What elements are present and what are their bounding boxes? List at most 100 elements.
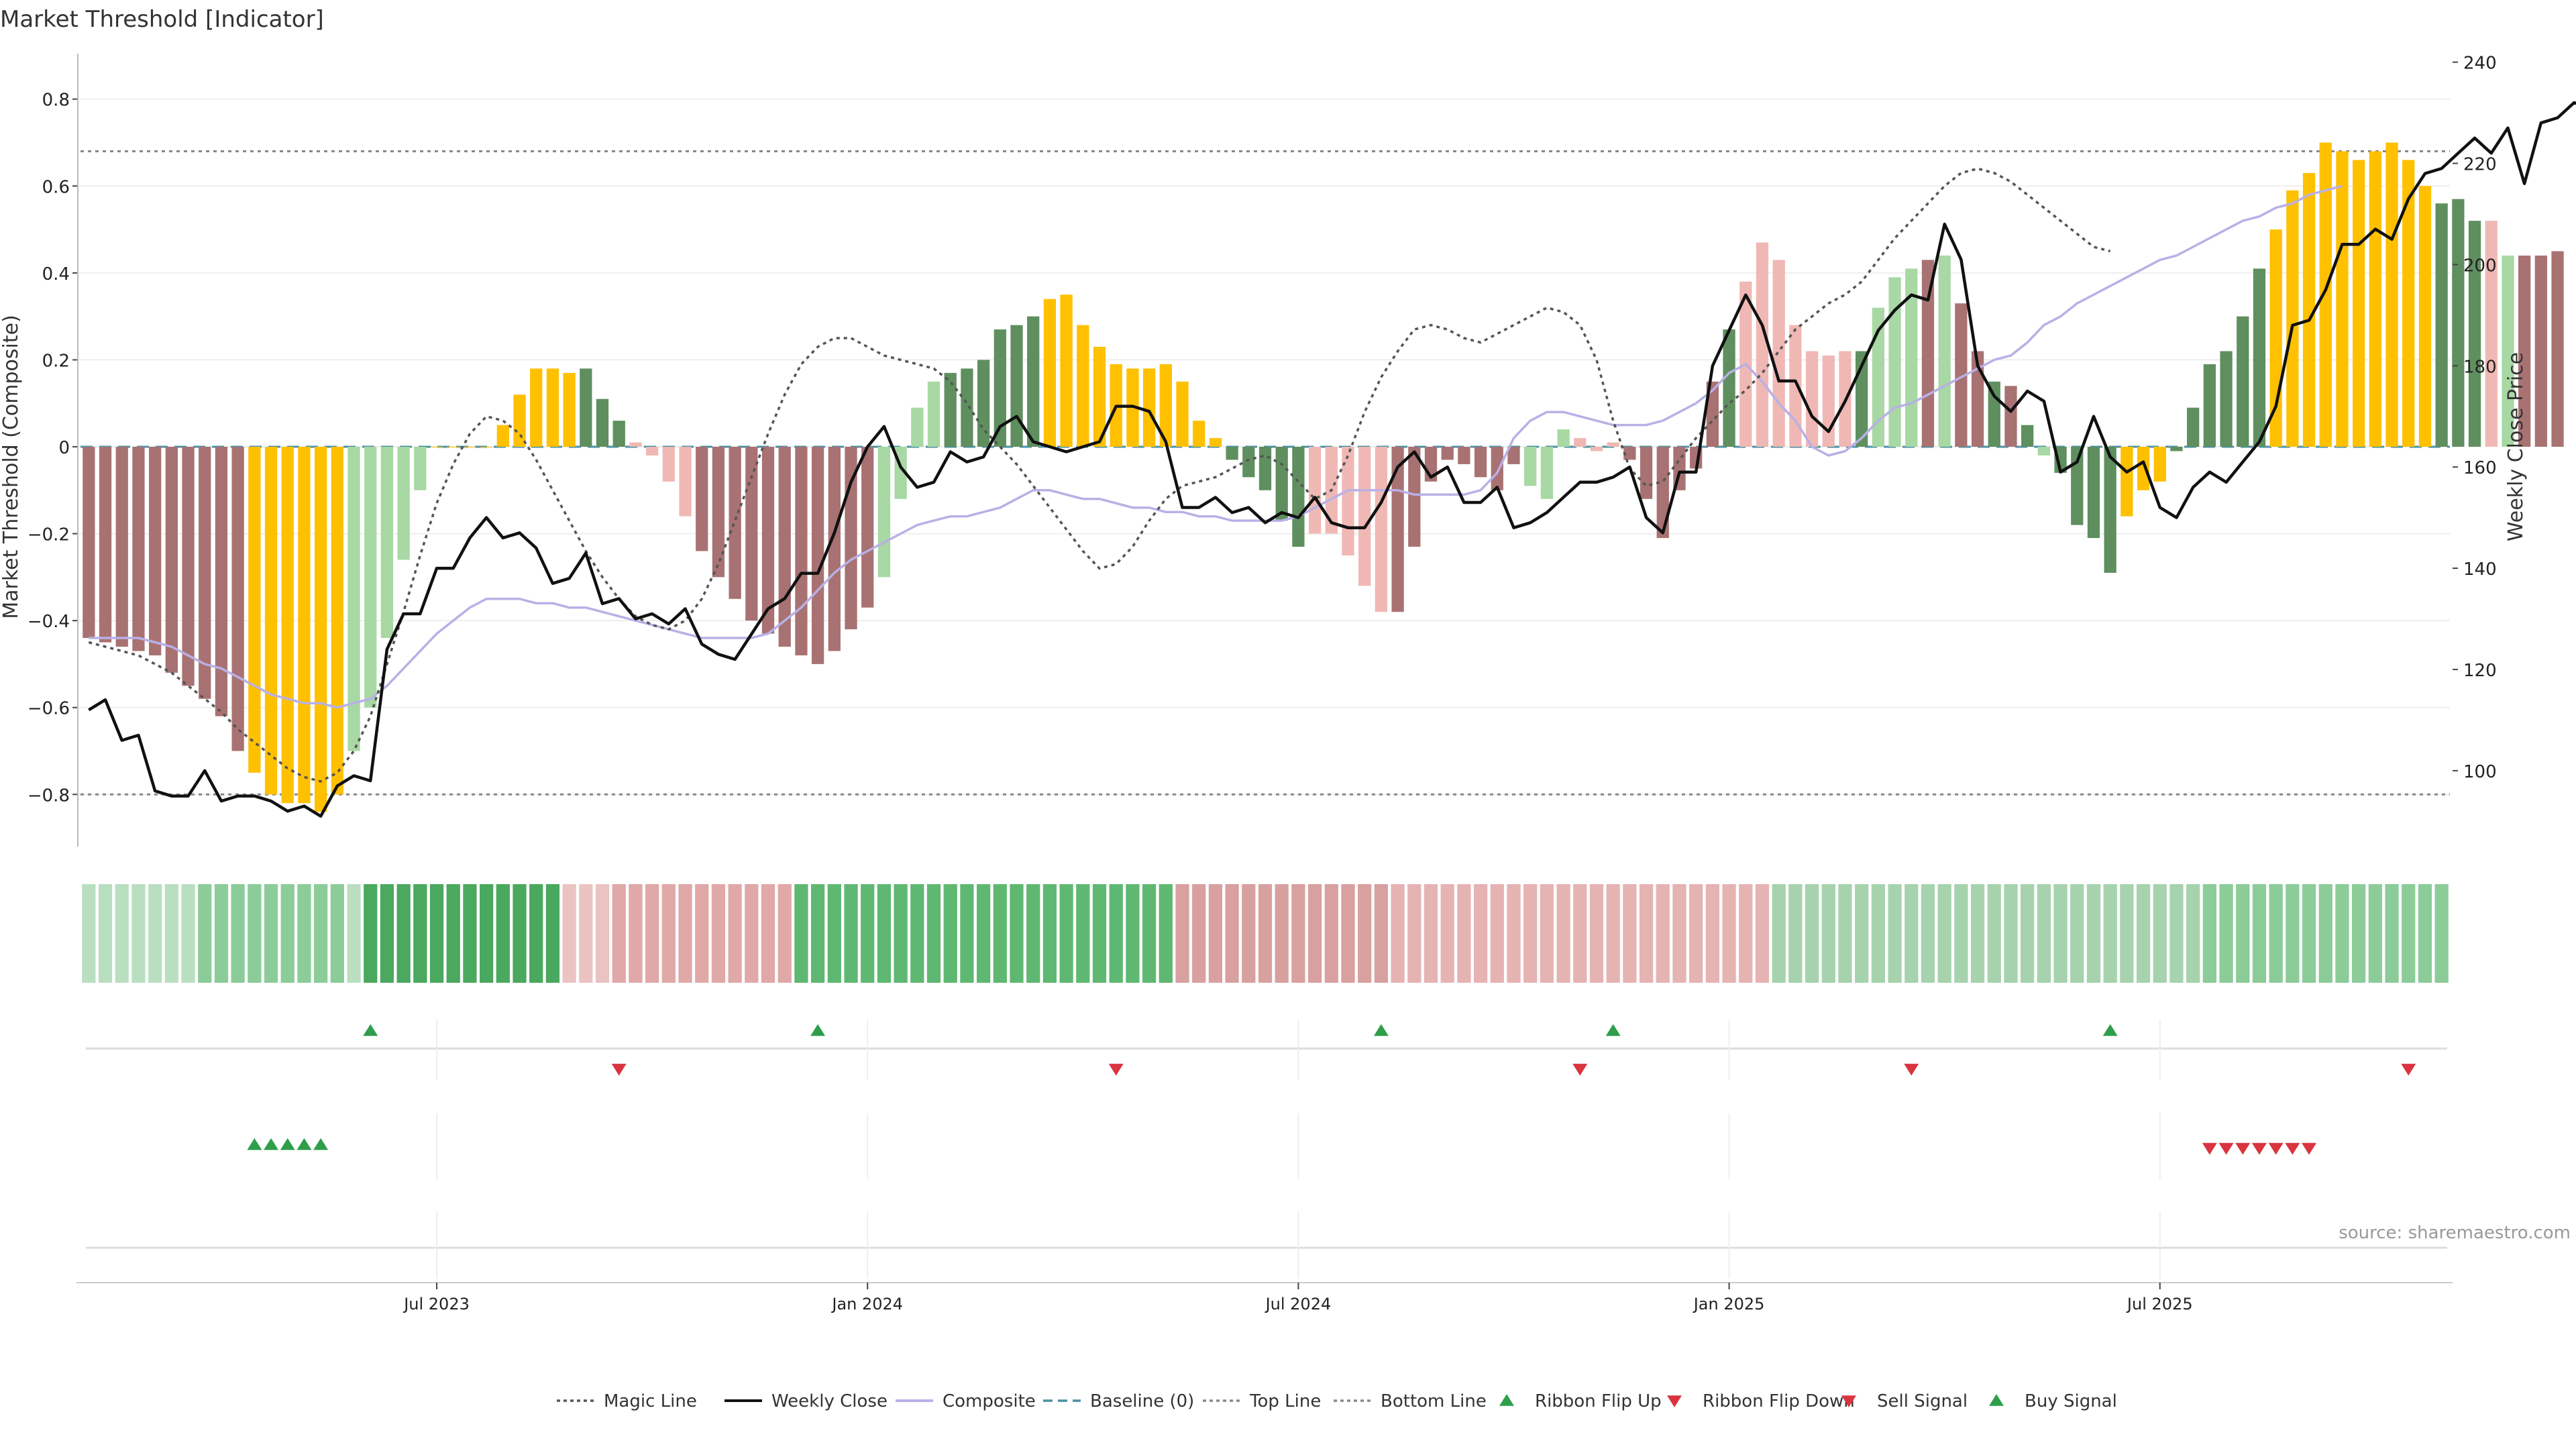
composite-bar [596, 398, 609, 447]
ribbon-cell [1126, 884, 1140, 983]
composite-bar [927, 381, 941, 447]
composite-bar [2187, 407, 2200, 447]
x-tick-label: Jul 2025 [2126, 1295, 2193, 1313]
sell-signal-marker [2251, 1142, 2267, 1155]
composite-bar [729, 447, 741, 599]
ribbon-cell [2434, 884, 2449, 983]
ribbon-cell [745, 884, 759, 983]
ribbon-cell [1838, 884, 1852, 983]
composite-bar [1275, 447, 1288, 521]
y-tick-label: −0.8 [28, 786, 70, 806]
ribbon-cell [844, 884, 858, 983]
ribbon-cell [1821, 884, 1835, 983]
y-tick-label: 0.2 [42, 351, 70, 371]
composite-bar [1938, 255, 1951, 447]
composite-bar [397, 447, 410, 560]
composite-bar [2435, 203, 2448, 447]
ribbon-cell [1689, 884, 1703, 983]
composite-bar [778, 447, 791, 647]
legend-item: Sell Signal [1841, 1391, 1968, 1411]
ribbon-flip-up-marker [1605, 1024, 1621, 1036]
ribbon-cell [2202, 884, 2216, 983]
legend-item: Ribbon Flip Down [1667, 1391, 1855, 1411]
y2-tick-label: 120 [2463, 661, 2497, 681]
ribbon-cell [1573, 884, 1587, 983]
composite-bar [977, 360, 990, 447]
ribbon-cell [1507, 884, 1521, 983]
composite-bar [2021, 425, 2034, 447]
buy-signal-marker [264, 1138, 279, 1150]
composite-bar [877, 447, 891, 578]
ribbon-cell [810, 884, 825, 983]
ribbon-cell [264, 884, 278, 983]
ribbon-flip-down-marker [1572, 1063, 1588, 1076]
ribbon-cell [496, 884, 510, 983]
composite-bar [1043, 299, 1057, 447]
ribbon-cell [1258, 884, 1273, 983]
ribbon-cell [1324, 884, 1338, 983]
composite-bar [944, 372, 957, 447]
y-tick-label: −0.2 [28, 525, 70, 545]
ribbon-flip-down-marker [1108, 1063, 1124, 1076]
sell-signal-marker [2202, 1142, 2217, 1155]
x-tick-label: Jul 2024 [1265, 1295, 1332, 1313]
composite-bar [1756, 242, 1769, 447]
composite-bar [2220, 351, 2233, 447]
ribbon-cell [1275, 884, 1289, 983]
composite-bar [1723, 329, 1735, 447]
composite-bar [380, 447, 394, 639]
ribbon-cell [1888, 884, 1902, 983]
y2-tick-label: 180 [2463, 357, 2497, 377]
y-tick-label: −0.4 [28, 612, 70, 632]
source-credit: source: sharemaestro.com [2339, 1223, 2571, 1243]
ribbon-cell [1208, 884, 1223, 983]
buy-signal-marker [313, 1138, 329, 1150]
ribbon-cell [248, 884, 262, 983]
legend-item: Magic Line [557, 1391, 697, 1411]
ribbon-cell [827, 884, 841, 983]
composite-bar [215, 447, 228, 716]
ribbon-cell [794, 884, 808, 983]
composite-bar [2104, 447, 2116, 573]
composite-bar [2253, 268, 2266, 447]
composite-bar [828, 447, 841, 651]
legend-label: Weekly Close [771, 1391, 888, 1411]
ribbon-cell [1639, 884, 1654, 983]
composite-bar [1590, 447, 1603, 451]
ribbon-cell [82, 884, 96, 983]
legend-item: Weekly Close [724, 1391, 888, 1411]
composite-bar [2534, 255, 2547, 447]
ribbon-cell [2335, 884, 2349, 983]
legend-item: Bottom Line [1334, 1391, 1487, 1411]
ribbon-cell [1407, 884, 1421, 983]
legend-label: Top Line [1249, 1391, 1321, 1411]
ribbon-cell [1672, 884, 1686, 983]
ribbon-cell [1589, 884, 1604, 983]
composite-bar [761, 447, 775, 634]
ribbon-cell [446, 884, 460, 983]
legend-label: Ribbon Flip Up [1535, 1391, 1662, 1411]
composite-bar [2170, 447, 2183, 451]
ribbon-cell [2136, 884, 2151, 983]
composite-bar [1574, 438, 1587, 447]
legend-label: Magic Line [604, 1391, 697, 1411]
ribbon-cell [2053, 884, 2068, 983]
composite-bar [115, 447, 128, 647]
composite-bar [1027, 316, 1040, 447]
composite-bar [1921, 260, 1935, 447]
ribbon-cell [380, 884, 394, 983]
composite-bar [1474, 447, 1487, 478]
ribbon-cell [463, 884, 477, 983]
ribbon-flip-up-marker [363, 1024, 378, 1036]
ribbon-cell [2037, 884, 2051, 983]
composite-bar [248, 447, 261, 773]
series-lines [88, 101, 2576, 818]
composite-bar [1656, 447, 1669, 539]
composite-bar [1524, 447, 1537, 486]
ribbon-cell [115, 884, 129, 983]
legend-item: Ribbon Flip Up [1499, 1391, 1662, 1411]
ribbon-cell [280, 884, 294, 983]
y-tick-label: 0.6 [42, 177, 70, 197]
y-tick-label: 0.4 [42, 264, 70, 284]
